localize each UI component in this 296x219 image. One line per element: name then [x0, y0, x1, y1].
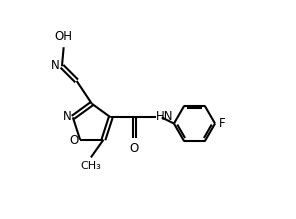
Text: F: F [219, 117, 226, 130]
Text: O: O [69, 134, 79, 147]
Text: O: O [130, 142, 139, 155]
Text: N: N [50, 59, 59, 72]
Text: N: N [63, 110, 72, 123]
Text: CH₃: CH₃ [80, 161, 101, 171]
Text: OH: OH [55, 30, 73, 43]
Text: HN: HN [156, 110, 174, 123]
